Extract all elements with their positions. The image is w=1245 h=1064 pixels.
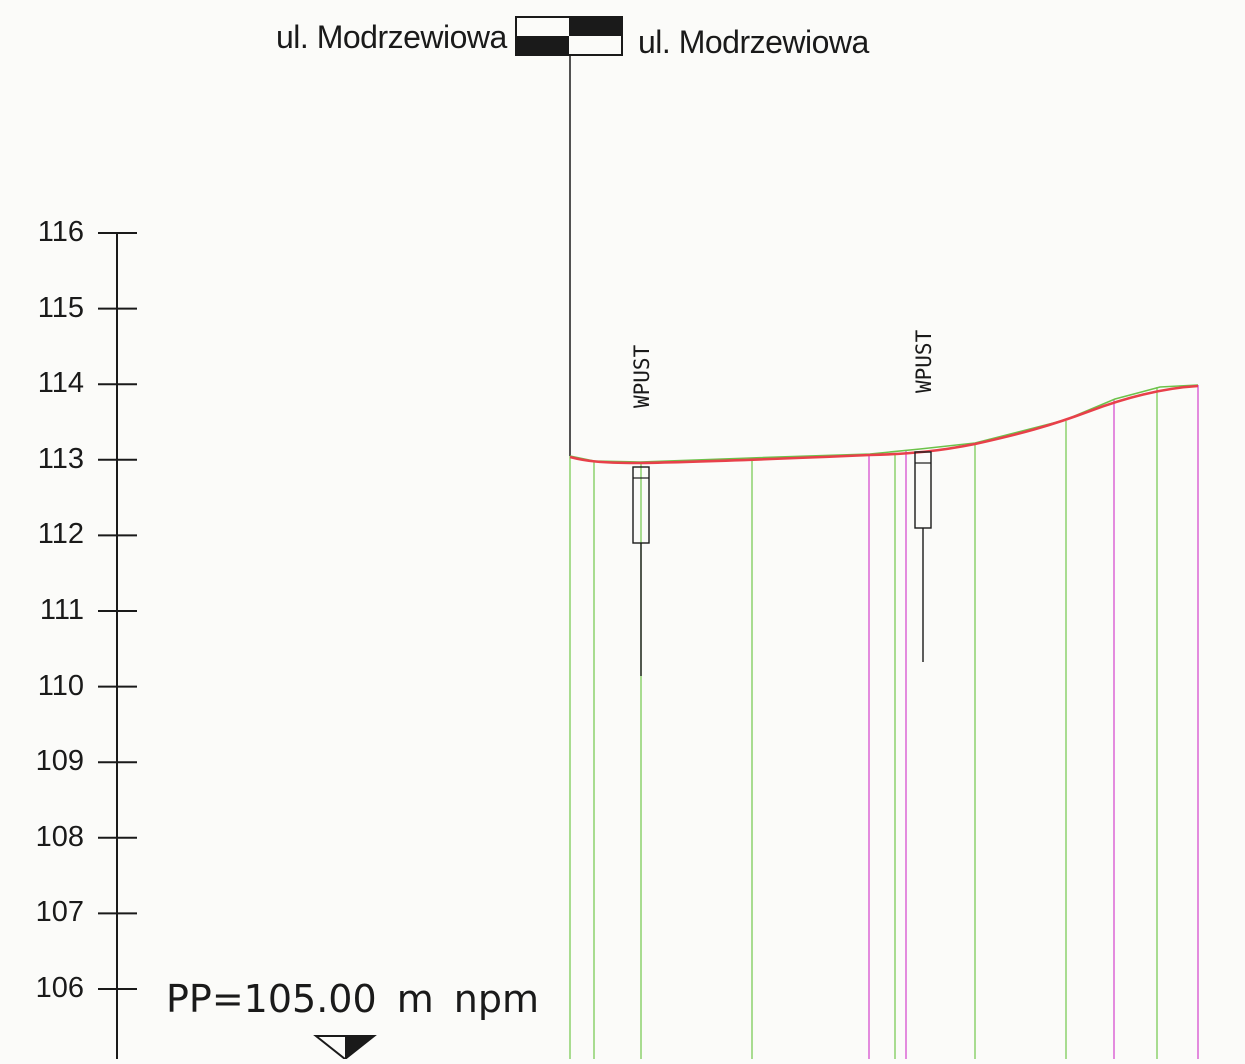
street-marker-cell-top-left: [516, 17, 569, 36]
elevation-tick-label-109: 109: [35, 745, 84, 778]
street-marker-cell-bottom-left: [516, 36, 569, 55]
street-marker-cell-top-right: [569, 17, 622, 36]
station-lines: [569, 385, 1199, 1059]
elevation-tick-label-110: 110: [37, 669, 84, 702]
elevation-tick-label-107: 107: [35, 896, 84, 929]
elevation-tick-label-115: 115: [37, 291, 84, 324]
inlet-1: [632, 466, 650, 676]
elevation-ticks: [98, 232, 137, 990]
elevation-tick-label-116: 116: [37, 216, 84, 248]
elevation-tick-label-111: 111: [39, 594, 84, 626]
street-marker-outline: [515, 16, 623, 56]
inlet-2-label: WPUST: [912, 329, 936, 393]
elevation-tick-label-106: 106: [35, 972, 84, 1004]
street-label-right: ul. Modrzewiowa: [638, 24, 869, 60]
inlet-1-label: WPUST: [630, 344, 654, 408]
elevation-tick-label-113: 113: [37, 442, 84, 475]
reference-triangle-fill: [345, 1036, 374, 1059]
street-marker-cell-bottom-right: [569, 36, 622, 55]
elevation-tick-label-112: 112: [37, 518, 84, 551]
elevation-tick-label-108: 108: [35, 820, 84, 853]
street-label-left: ul. Modrzewiowa: [276, 19, 507, 55]
terrain-line: [569, 384, 1199, 465]
reference-plane-marker: [313, 1035, 377, 1061]
design-grade-line: [569, 384, 1199, 463]
elevation-tick-label-114: 114: [37, 367, 84, 400]
inlet-2: [914, 451, 932, 662]
reference-plane-label: PP=105.00 m npm: [166, 977, 540, 1021]
street-marker: [515, 16, 623, 56]
